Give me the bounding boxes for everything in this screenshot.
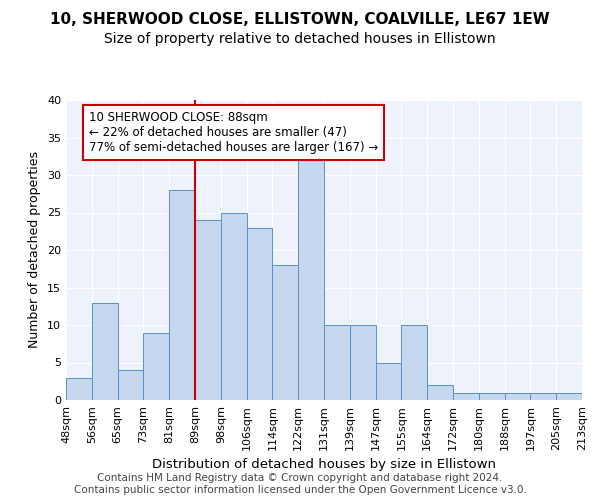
Text: 10, SHERWOOD CLOSE, ELLISTOWN, COALVILLE, LE67 1EW: 10, SHERWOOD CLOSE, ELLISTOWN, COALVILLE… xyxy=(50,12,550,28)
Bar xyxy=(530,392,556,400)
Bar xyxy=(401,325,427,400)
Y-axis label: Number of detached properties: Number of detached properties xyxy=(28,152,41,348)
Bar xyxy=(556,392,582,400)
X-axis label: Distribution of detached houses by size in Ellistown: Distribution of detached houses by size … xyxy=(152,458,496,471)
Bar xyxy=(505,392,530,400)
Bar xyxy=(66,378,92,400)
Text: 10 SHERWOOD CLOSE: 88sqm
← 22% of detached houses are smaller (47)
77% of semi-d: 10 SHERWOOD CLOSE: 88sqm ← 22% of detach… xyxy=(89,112,379,154)
Bar xyxy=(427,385,453,400)
Bar xyxy=(247,228,272,400)
Text: Contains HM Land Registry data © Crown copyright and database right 2024.
Contai: Contains HM Land Registry data © Crown c… xyxy=(74,474,526,495)
Text: Size of property relative to detached houses in Ellistown: Size of property relative to detached ho… xyxy=(104,32,496,46)
Bar xyxy=(221,212,247,400)
Bar xyxy=(479,392,505,400)
Bar xyxy=(272,265,298,400)
Bar xyxy=(118,370,143,400)
Bar xyxy=(92,302,118,400)
Bar xyxy=(453,392,479,400)
Bar xyxy=(324,325,350,400)
Bar xyxy=(376,362,401,400)
Bar xyxy=(350,325,376,400)
Bar xyxy=(298,160,324,400)
Bar xyxy=(195,220,221,400)
Bar xyxy=(143,332,169,400)
Bar xyxy=(169,190,195,400)
